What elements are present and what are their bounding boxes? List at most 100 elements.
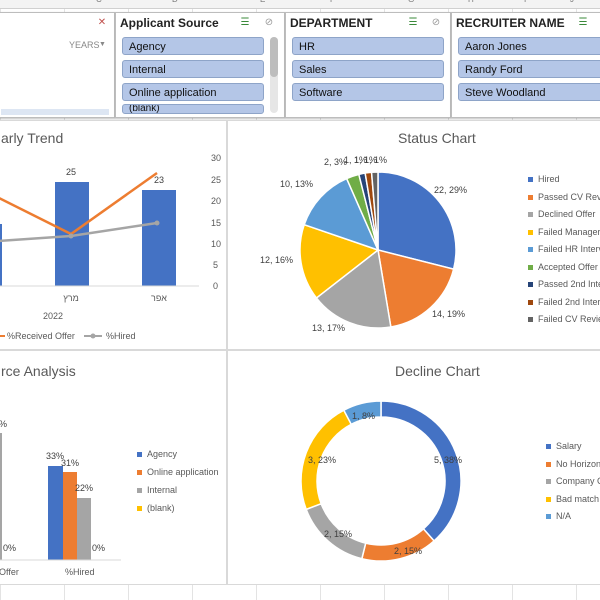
pie-slice[interactable] (377, 171, 457, 271)
legend-item[interactable]: Passed 2nd Inter (528, 279, 600, 289)
data-label: 3, 23% (308, 455, 336, 465)
column-header[interactable]: G (408, 0, 414, 4)
multi-select-icon[interactable]: ☰ (578, 17, 588, 28)
legend-item[interactable]: N/A (546, 511, 571, 521)
pie-slice[interactable] (377, 248, 455, 328)
legend-label: Failed CV Review (538, 314, 600, 324)
year-label: 2022 (43, 311, 63, 321)
pie-slice[interactable] (303, 177, 380, 252)
column-header[interactable]: D (172, 0, 178, 4)
legend-label: Declined Offer (538, 209, 596, 219)
column-header[interactable]: J (570, 0, 574, 4)
clear-filter-icon[interactable]: ⊘ (431, 17, 441, 28)
legend-item[interactable]: Hired (528, 174, 560, 184)
slicer-item-sales[interactable]: Sales (292, 60, 444, 78)
source-analysis-chart[interactable]: rce Analysis % 0% 33% 31% 22% 0% Offer %… (0, 350, 227, 585)
slicer-item-online-application[interactable]: Online application (122, 83, 264, 101)
data-label: 5, 38% (434, 455, 462, 465)
axis-tick-label: 20 (211, 196, 221, 206)
chevron-down-icon[interactable]: ▼ (99, 41, 106, 48)
slicer-scrollbar[interactable] (270, 37, 278, 113)
axis-tick-label: 30 (211, 153, 221, 163)
legend-swatch (137, 452, 142, 458)
scrollbar-thumb[interactable] (270, 37, 278, 77)
pie-slice[interactable] (315, 248, 392, 329)
legend-label: Salary (556, 441, 582, 451)
bar-partial (0, 224, 2, 286)
legend-marker-hired (90, 333, 96, 339)
column-header[interactable]: E (260, 0, 265, 4)
column-header[interactable]: F (330, 0, 335, 4)
legend-item[interactable]: Company Cu (546, 476, 600, 486)
status-chart[interactable]: Status Chart 22, 29% 14, 19% 13, 17% 12, 16… (227, 120, 600, 350)
chart-title: Decline Chart (395, 363, 480, 379)
slicer-item-agency[interactable]: Agency (122, 37, 264, 55)
timeline-bar[interactable] (1, 109, 109, 115)
category-label: אפר (151, 293, 167, 303)
applicant-source-slicer: Applicant Source ☰ ⊘ Agency Internal Onl… (115, 12, 285, 118)
multi-select-icon[interactable]: ☰ (240, 17, 250, 28)
clear-filter-icon[interactable]: ⊘ (264, 17, 274, 28)
slicer-item-steve-woodland[interactable]: Steve Woodland (458, 83, 600, 101)
legend-swatch (528, 212, 533, 218)
legend-item[interactable]: Declined Offer (528, 209, 595, 219)
hired-point (154, 220, 160, 226)
legend-item[interactable]: Passed CV Review (528, 192, 600, 202)
legend-swatch (528, 282, 533, 288)
clear-filter-icon[interactable]: ✕ (97, 17, 107, 28)
legend-item[interactable]: Accepted Offer (528, 262, 598, 272)
years-slicer[interactable]: ✕ YEARS ▼ (0, 12, 115, 118)
slicer-item-internal[interactable]: Internal (122, 60, 264, 78)
legend-item[interactable]: Failed Manager I (528, 227, 600, 237)
slicer-item-aaron-jones[interactable]: Aaron Jones (458, 37, 600, 55)
legend-item[interactable]: Failed HR Interview (528, 244, 600, 254)
legend-swatch (546, 444, 551, 450)
yearly-trend-chart[interactable]: arly Trend 25 23 30 25 20 15 10 5 0 מרץ … (0, 120, 227, 350)
legend-item[interactable]: Internal (137, 485, 177, 495)
axis-tick-label: 15 (211, 218, 221, 228)
legend-label: %Received Offer (7, 331, 75, 341)
slicer-title: DEPARTMENT (290, 16, 373, 30)
slicer-item-hr[interactable]: HR (292, 37, 444, 55)
data-label: 2, 15% (394, 546, 422, 556)
legend-label: Failed 2nd Interv (538, 296, 600, 307)
legend-item[interactable]: (blank) (137, 503, 175, 513)
donut-slice[interactable] (380, 400, 462, 542)
data-label: 1, 1% (354, 155, 377, 165)
chart-title: Status Chart (398, 130, 476, 146)
legend-item[interactable]: No Horizon (546, 459, 600, 469)
bar-label: 0% (92, 543, 105, 553)
donut-slice[interactable] (342, 400, 382, 426)
bar-hired-internal (77, 498, 91, 560)
column-header[interactable]: I (524, 0, 526, 4)
legend-item[interactable]: Agency (137, 449, 177, 459)
legend-label: %Hired (106, 331, 136, 341)
bar-label: 0% (3, 543, 16, 553)
chart-title: arly Trend (1, 130, 64, 146)
legend-item[interactable]: Bad match w (546, 494, 600, 504)
legend-item[interactable]: Salary (546, 441, 582, 451)
multi-select-icon[interactable]: ☰ (408, 17, 418, 28)
data-label: 1, 1% (344, 155, 367, 165)
pie-slice[interactable] (370, 171, 379, 251)
slicer-item-randy-ford[interactable]: Randy Ford (458, 60, 600, 78)
slicer-item-blank[interactable]: (blank) (122, 104, 264, 114)
legend-item[interactable]: Online application (137, 467, 219, 477)
slicer-title: RECRUITER NAME (456, 16, 565, 30)
pie-slice[interactable] (299, 223, 380, 299)
axis-tick-label: 0 (213, 281, 218, 291)
legend-swatch (528, 317, 533, 323)
column-header[interactable]: C (96, 0, 102, 4)
legend-item[interactable]: Failed 2nd Interv (528, 297, 600, 307)
decline-chart[interactable]: Decline Chart 5, 38% 2, 15% 2, 15% 3, 23% 1,… (227, 350, 600, 585)
legend-label: Company Cu (556, 476, 600, 486)
bar-hired-online (63, 472, 77, 560)
slicer-item-software[interactable]: Software (292, 83, 444, 101)
donut-slice[interactable] (360, 527, 436, 562)
legend-label: (blank) (147, 503, 175, 513)
axis-tick-label: 5 (213, 260, 218, 270)
years-label: YEARS (69, 40, 100, 50)
legend-item[interactable]: Failed CV Review (528, 314, 600, 324)
column-header[interactable]: H (468, 0, 474, 4)
bar-hired-agency (48, 466, 63, 560)
